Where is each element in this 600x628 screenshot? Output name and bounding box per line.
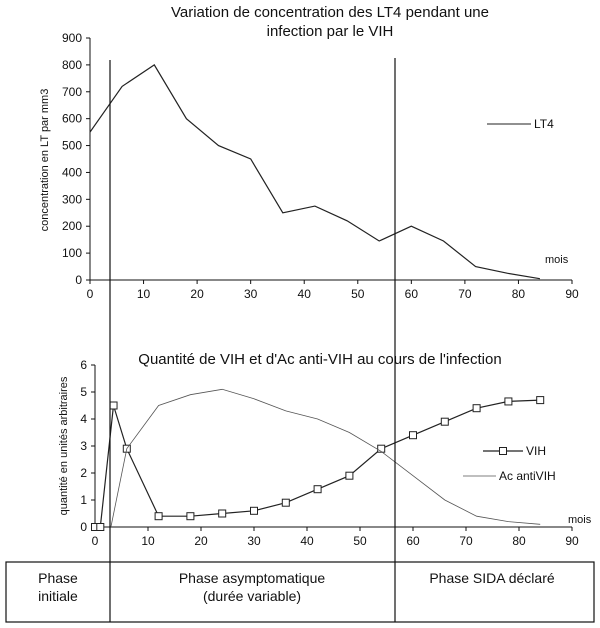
chart2-y-tick-label: 1 (80, 493, 87, 507)
chart2-point-vih (96, 523, 105, 531)
chart1-y-tick-label: 300 (62, 192, 82, 206)
vih-chart: Quantité de VIH et d'Ac anti-VIH au cour… (58, 351, 592, 548)
chart1-series (89, 64, 540, 280)
chart2-axes (94, 365, 572, 528)
chart1-x-axis-label: mois (545, 254, 569, 266)
chart1-x-tick-label: 90 (565, 287, 579, 301)
phase-initiale-line1: Phase (38, 570, 78, 586)
chart2-legend: VIH Ac antiVIH (463, 444, 556, 483)
phase-sida-label: Phase SIDA déclaré (429, 570, 555, 586)
chart2-title: Quantité de VIH et d'Ac anti-VIH au cour… (138, 351, 501, 368)
chart1-y-tick-label: 200 (62, 219, 82, 233)
chart2-legend-vih-label: VIH (526, 444, 546, 458)
chart1-legend-lt4-label: LT4 (534, 117, 554, 131)
chart2-point-vih (154, 512, 163, 521)
chart2-y-tick-label: 2 (80, 466, 87, 480)
chart1-x-tick-label: 70 (458, 287, 472, 301)
chart1-x-tick-label: 10 (137, 287, 151, 301)
chart1-title-line1: Variation de concentration des LT4 penda… (171, 4, 489, 21)
chart2-y-tick-label: 3 (80, 439, 87, 453)
phase-table: Phase initiale Phase asymptomatique (dur… (5, 561, 595, 623)
chart2-point-vih (218, 509, 227, 518)
chart2-point-vih (536, 396, 545, 405)
lt4-chart: Variation de concentration des LT4 penda… (39, 4, 579, 301)
chart1-y-tick-label: 700 (62, 85, 82, 99)
chart2-series-ac-antivih (110, 388, 541, 528)
chart2-x-tick-label: 0 (92, 534, 99, 548)
phase-asymptomatique-line1: Phase asymptomatique (179, 570, 326, 586)
chart2-point-vih (186, 512, 195, 521)
phase-table-frame (5, 561, 595, 623)
chart2-x-tick-label: 90 (565, 534, 579, 548)
chart2-x-tick-label: 70 (459, 534, 473, 548)
chart1-y-tick-label: 900 (62, 31, 82, 45)
chart1-ticks: 0 100 200 300 400 500 600 700 800 900 0 10 20 30 40 50 6… (62, 31, 579, 301)
chart2-point-vih (109, 401, 118, 410)
chart1-y-tick-label: 0 (75, 273, 82, 287)
chart2-series (91, 388, 545, 531)
chart1-x-tick-label: 60 (405, 287, 419, 301)
chart2-x-tick-label: 60 (406, 534, 420, 548)
chart1-title-line2: infection par le VIH (267, 23, 394, 40)
chart1-x-tick-label: 20 (190, 287, 204, 301)
chart2-point-vih (345, 471, 354, 480)
chart2-y-tick-label: 6 (80, 358, 87, 372)
chart2-point-vih (504, 397, 513, 406)
chart2-x-tick-label: 50 (353, 534, 367, 548)
chart1-y-tick-label: 500 (62, 139, 82, 153)
chart1-x-tick-label: 40 (298, 287, 312, 301)
chart1-y-axis-label: concentration en LT par mm3 (39, 89, 51, 232)
chart2-point-vih (472, 404, 481, 413)
chart1-x-tick-label: 80 (512, 287, 526, 301)
chart2-x-tick-label: 80 (512, 534, 526, 548)
chart2-point-vih (313, 485, 322, 494)
chart2-point-vih (440, 417, 449, 426)
chart1-x-tick-label: 30 (244, 287, 258, 301)
chart2-legend-vih-marker (499, 447, 507, 455)
chart1-y-tick-label: 800 (62, 58, 82, 72)
chart2-legend-ac-label: Ac antiVIH (499, 469, 556, 483)
chart2-x-tick-label: 20 (194, 534, 208, 548)
chart1-y-tick-label: 600 (62, 112, 82, 126)
chart1-x-tick-label: 50 (351, 287, 365, 301)
phase-asymptomatique-line2: (durée variable) (203, 588, 301, 604)
chart2-point-vih (409, 431, 417, 440)
chart1-x-tick-label: 0 (87, 287, 94, 301)
chart2-y-tick-label: 0 (80, 520, 87, 534)
chart2-point-vih (250, 506, 258, 515)
phase-initiale-line2: initiale (38, 588, 78, 604)
chart2-x-tick-label: 10 (141, 534, 155, 548)
chart2-x-tick-label: 30 (247, 534, 261, 548)
chart1-y-tick-label: 400 (62, 165, 82, 179)
chart2-x-axis-label: mois (568, 514, 592, 526)
chart1-legend: LT4 (487, 117, 554, 131)
chart1-series-lt4 (89, 64, 540, 280)
chart2-y-tick-label: 4 (80, 412, 87, 426)
chart2-y-axis-label: quantité en unités arbitraires (58, 376, 70, 515)
chart2-x-tick-label: 40 (300, 534, 314, 548)
chart2-point-vih (377, 444, 386, 453)
chart2-y-tick-label: 5 (80, 385, 87, 399)
chart1-axes (89, 38, 572, 281)
chart1-y-tick-label: 100 (62, 246, 82, 260)
chart2-point-vih (281, 498, 290, 507)
